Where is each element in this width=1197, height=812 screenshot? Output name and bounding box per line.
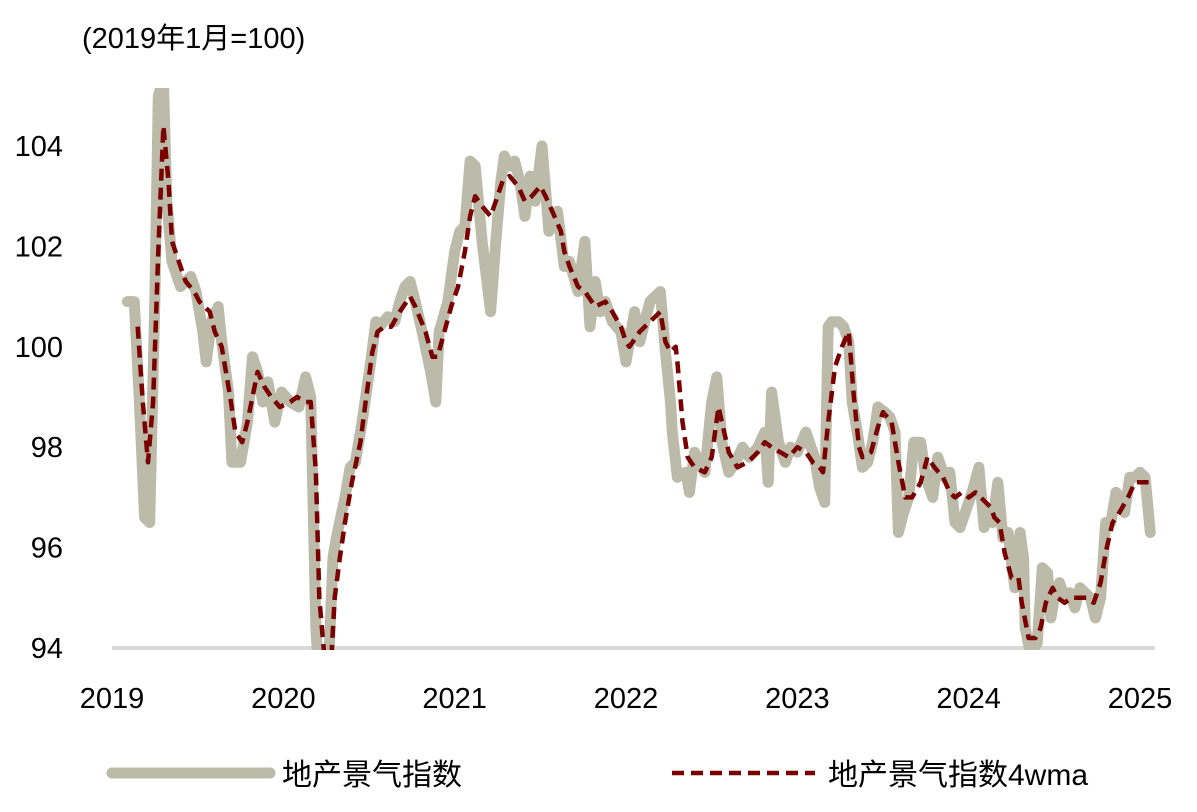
x-tick-label: 2023 xyxy=(765,683,830,715)
series-line-4wma xyxy=(135,123,1149,650)
x-tick-label: 2025 xyxy=(1108,683,1173,715)
x-tick-label: 2021 xyxy=(422,683,487,715)
legend-label-raw: 地产景气指数 xyxy=(282,759,462,792)
legend: 地产景气指数 地产景气指数4wma xyxy=(106,759,1088,792)
x-tick-label: 2022 xyxy=(594,683,659,715)
y-tick-label: 94 xyxy=(31,633,63,665)
y-tick-label: 100 xyxy=(15,332,63,364)
y-tick-label: 102 xyxy=(15,231,63,263)
legend-label-4wma: 地产景气指数4wma xyxy=(828,759,1088,792)
y-axis: 94 96 98 100 102 104 xyxy=(15,131,63,665)
series-line-raw xyxy=(121,88,1156,650)
x-axis: 2019 2020 2021 2022 2023 2024 2025 xyxy=(80,683,1173,715)
plot-area xyxy=(121,88,1156,650)
y-tick-label: 96 xyxy=(31,533,63,565)
x-tick-label: 2020 xyxy=(251,683,316,715)
x-tick-label: 2024 xyxy=(936,683,1001,715)
x-tick-label: 2019 xyxy=(80,683,145,715)
y-tick-label: 98 xyxy=(31,432,63,464)
unit-label: (2019年1月=100) xyxy=(82,22,305,55)
y-tick-label: 104 xyxy=(15,131,63,163)
